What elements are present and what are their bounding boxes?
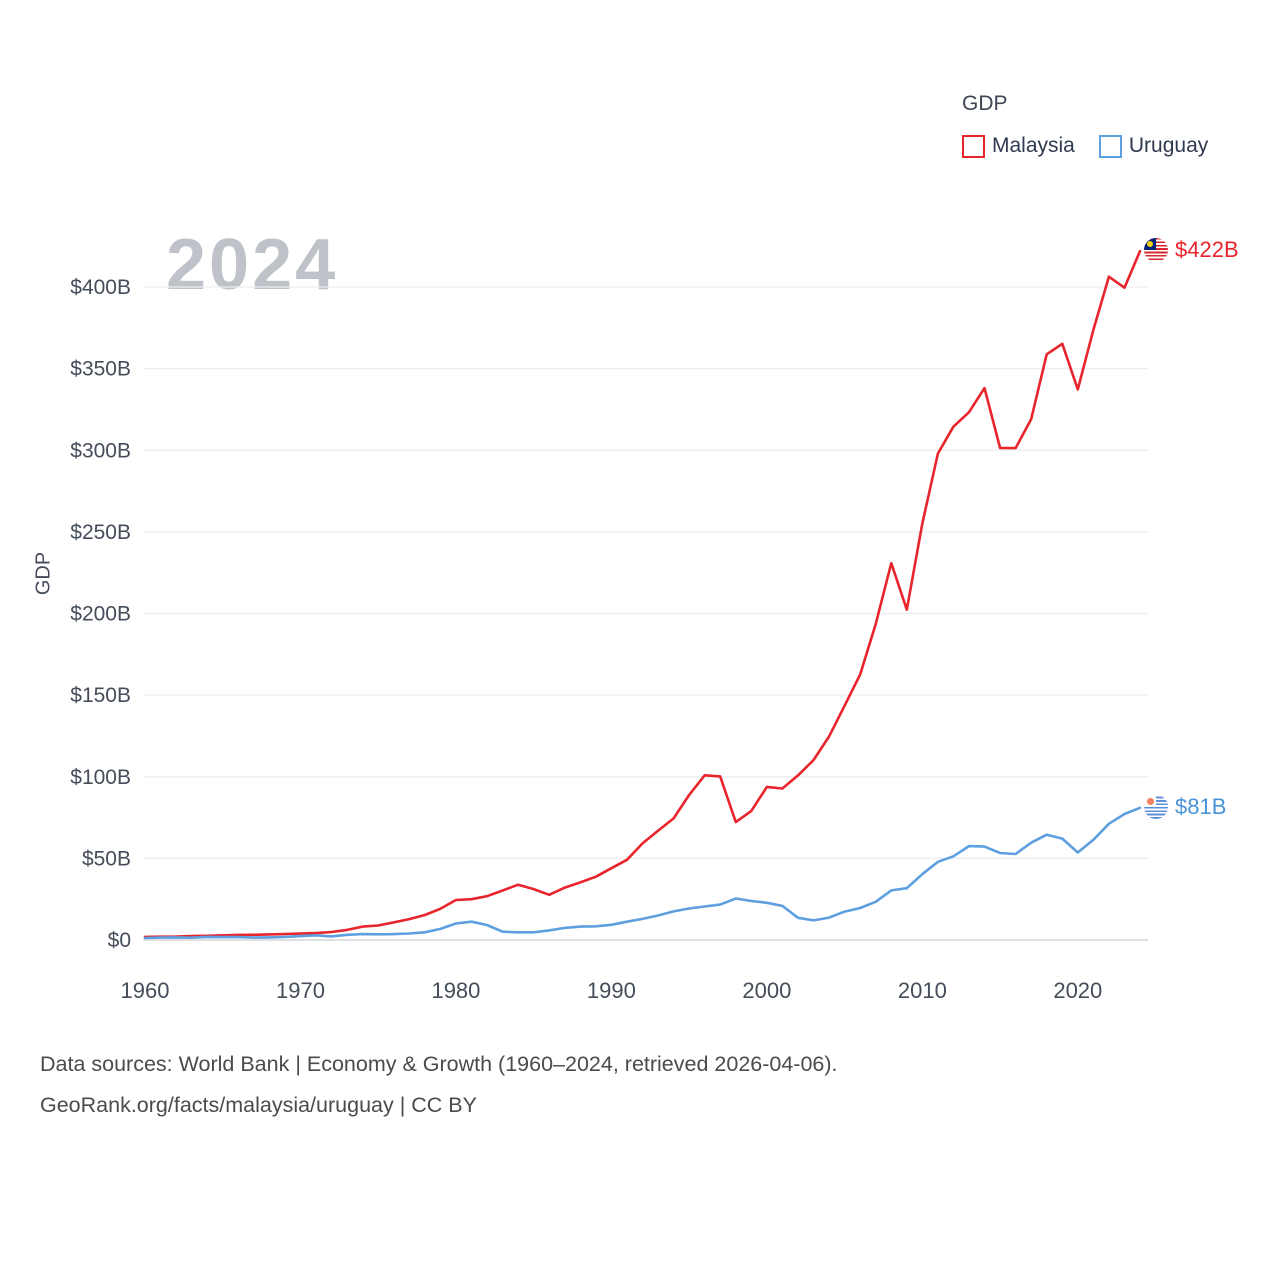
legend-label-uruguay: Uruguay: [1128, 134, 1209, 157]
footer-attribution: GeoRank.org/facts/malaysia/uruguay | CC …: [40, 1093, 477, 1117]
uruguay-flag-sun: [1147, 797, 1154, 805]
malaysia-flag-icon: [1144, 238, 1168, 263]
y-tick-label: $0: [108, 929, 131, 952]
watermark-year: 2024: [166, 225, 339, 305]
malaysia-end-value: $422B: [1175, 237, 1239, 263]
x-tick-label: 2020: [1053, 978, 1102, 1003]
malaysia-end-label: $422B: [1144, 237, 1239, 263]
x-tick-label: 1960: [121, 978, 170, 1003]
legend-title: GDP: [962, 92, 1008, 115]
legend-item-malaysia[interactable]: Malaysia: [962, 134, 1075, 158]
y-tick-label: $150B: [70, 684, 131, 707]
uruguay-flag-icon: [1144, 794, 1168, 819]
legend: GDP Malaysia Uruguay: [962, 92, 1208, 158]
uruguay-line[interactable]: [143, 806, 1142, 940]
legend-item-uruguay[interactable]: Uruguay: [1098, 134, 1209, 158]
y-tick-label: $200B: [70, 603, 131, 626]
footer-sources: Data sources: World Bank | Economy & Gro…: [40, 1052, 838, 1076]
y-tick-label: $100B: [70, 766, 131, 789]
uruguay-swatch-icon: [1098, 134, 1122, 158]
legend-label-malaysia: Malaysia: [992, 134, 1075, 157]
malaysia-flag-crescent: [1147, 241, 1153, 248]
legend-items: Malaysia Uruguay: [962, 134, 1208, 158]
malaysia-swatch-icon: [962, 134, 985, 158]
y-tick-label: $250B: [70, 521, 131, 544]
chart-plot-area[interactable]: $0 $50B $100B $150B $200B $250B $300B $350B $400…: [0, 0, 1280, 1030]
y-tick-label: $50B: [82, 847, 131, 870]
x-tick-label: 2010: [898, 978, 947, 1003]
y-tick-label: $300B: [70, 439, 131, 462]
x-tick-label: 2000: [742, 978, 791, 1003]
footer: Data sources: World Bank | Economy & Gro…: [40, 1044, 838, 1126]
malaysia-line[interactable]: [143, 249, 1142, 939]
y-tick-label: $400B: [70, 276, 131, 299]
x-tick-label: 1970: [276, 978, 325, 1003]
uruguay-end-label: $81B: [1144, 794, 1226, 820]
uruguay-end-value: $81B: [1175, 793, 1227, 819]
y-tick-label: $350B: [70, 358, 131, 381]
x-tick-label: 1980: [431, 978, 480, 1003]
x-tick-label: 1990: [587, 978, 636, 1003]
